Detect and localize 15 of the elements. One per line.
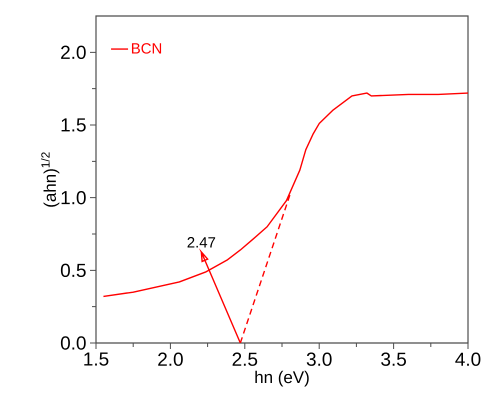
- annotation: 2.47: [188, 237, 216, 248]
- legend-label: BCN: [132, 43, 162, 54]
- y-tick-label: 0.0: [60, 336, 86, 350]
- y-tick-label: 0.5: [60, 264, 86, 278]
- y-tick-label: 1.0: [62, 190, 86, 204]
- x-axis-title: hn (eV): [255, 370, 309, 387]
- y-tick-label: 2.0: [61, 46, 86, 60]
- x-tick-label: 3.0: [306, 352, 332, 366]
- y-axis-title: (ahn)$^{1/2}$: [40, 152, 60, 207]
- x-tick-label: 2.5: [232, 352, 258, 366]
- x-tick-label: 4.0: [455, 352, 480, 366]
- x-tick-label: 2.0: [158, 352, 183, 366]
- y-tick-label: 1.5: [62, 118, 86, 132]
- x-tick-label: 1.5: [84, 352, 108, 366]
- x-tick-label: 3.5: [381, 352, 406, 366]
